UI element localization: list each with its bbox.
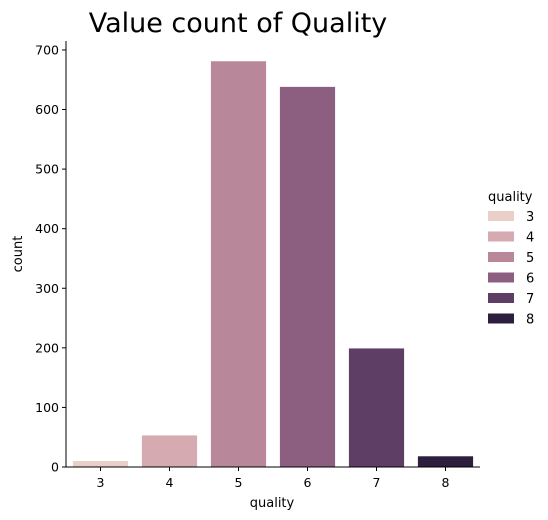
legend-swatch-4 (488, 231, 514, 242)
legend-swatch-6 (488, 272, 514, 283)
y-tick-label: 400 (35, 221, 59, 236)
y-tick-label: 200 (35, 340, 59, 355)
legend: quality 3 4 5 6 7 8 (488, 190, 534, 328)
y-tick-label: 300 (35, 281, 59, 296)
legend-label-4: 4 (526, 231, 534, 246)
legend-label-5: 5 (526, 251, 534, 266)
y-axis-ticks: 0 100 200 300 400 500 600 700 (35, 42, 66, 475)
y-tick-label: 0 (51, 460, 59, 475)
legend-swatch-5 (488, 252, 514, 262)
x-axis-ticks: 3 4 5 6 7 8 (97, 467, 450, 490)
bar-quality-5 (210, 61, 267, 467)
legend-label-7: 7 (526, 292, 534, 307)
y-tick-label: 100 (35, 400, 59, 415)
y-tick-label: 600 (35, 102, 59, 117)
y-tick-label: 700 (35, 42, 59, 57)
x-tick-label: 4 (166, 475, 174, 490)
bar-quality-4 (141, 435, 198, 467)
x-tick-label: 5 (235, 475, 243, 490)
legend-label-8: 8 (526, 313, 534, 328)
bar-quality-7 (348, 348, 405, 467)
y-axis-label: count (11, 236, 26, 273)
x-axis-label: quality (250, 496, 295, 511)
chart-title: Value count of Quality (89, 8, 388, 39)
y-tick-label: 500 (35, 162, 59, 177)
legend-label-6: 6 (526, 272, 534, 287)
bar-quality-8 (417, 456, 474, 467)
bar-quality-3 (72, 461, 129, 467)
bars-group (72, 61, 474, 467)
x-tick-label: 7 (373, 475, 381, 490)
legend-title: quality (488, 190, 533, 205)
bar-quality-6 (279, 86, 336, 467)
legend-label-3: 3 (526, 210, 534, 225)
legend-swatch-3 (488, 211, 514, 221)
x-tick-label: 3 (97, 475, 105, 490)
x-tick-label: 8 (442, 475, 450, 490)
legend-swatch-8 (488, 313, 514, 324)
legend-swatch-7 (488, 293, 514, 303)
x-tick-label: 6 (304, 475, 312, 490)
